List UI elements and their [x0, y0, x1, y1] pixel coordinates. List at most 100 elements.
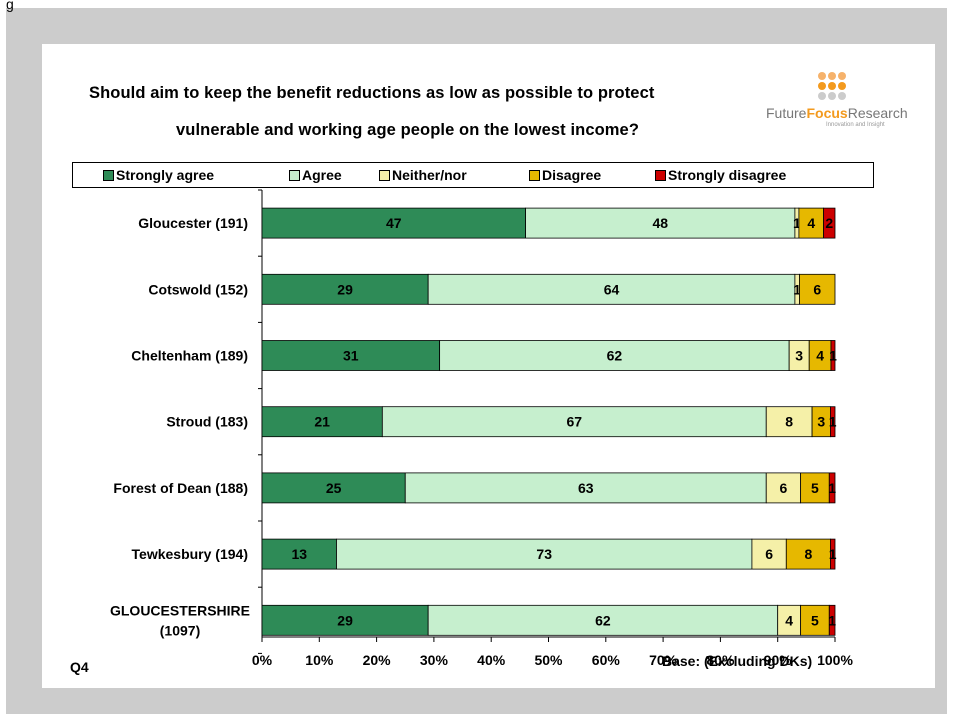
- logo-name-part-3: Research: [847, 105, 908, 121]
- bar-segment: [525, 207, 796, 239]
- bar-segment: [765, 472, 802, 504]
- question-label: Q4: [70, 659, 89, 675]
- x-tick-label: 50%: [534, 652, 563, 668]
- data-label: 6: [765, 546, 773, 562]
- legend-label: Neither/nor: [392, 167, 467, 183]
- category-label: Gloucester (191): [138, 215, 248, 231]
- legend-swatch: [289, 169, 300, 181]
- bar-segment: [828, 604, 836, 636]
- legend-item: Disagree: [529, 167, 655, 183]
- bar-segment: [261, 207, 526, 239]
- data-label: 73: [536, 546, 552, 562]
- data-label: 1: [828, 612, 836, 628]
- logo-dot: [818, 92, 826, 100]
- logo-dot: [818, 72, 826, 80]
- x-tick-label: 0%: [252, 652, 273, 668]
- data-label: 8: [785, 414, 793, 430]
- bar-segment: [261, 273, 429, 305]
- category-label: (1097): [160, 622, 200, 638]
- legend-label: Strongly agree: [116, 167, 215, 183]
- logo-name-part-2: Focus: [806, 105, 848, 121]
- logo-dot: [818, 82, 826, 90]
- legend-label: Agree: [302, 167, 342, 183]
- data-label: 1: [829, 546, 837, 562]
- bar-segment: [261, 406, 383, 438]
- bar-segment: [830, 340, 836, 371]
- bar-segment: [798, 207, 824, 239]
- data-label: 6: [780, 480, 788, 496]
- legend-label: Disagree: [542, 167, 602, 183]
- bar-segment: [261, 472, 406, 504]
- legend-item: Neither/nor: [379, 167, 529, 183]
- bar-segment: [381, 406, 767, 438]
- chart-legend: Strongly agree Agree Neither/nor Disagree St…: [72, 162, 874, 188]
- logo-dot: [828, 92, 836, 100]
- data-label: 29: [337, 281, 353, 297]
- bar-segment: [830, 406, 836, 438]
- category-label: GLOUCESTERSHIRE: [110, 602, 250, 618]
- logo-dot: [838, 82, 846, 90]
- logo-dot: [828, 82, 836, 90]
- bar-segment: [830, 538, 836, 570]
- data-label: 21: [314, 414, 330, 430]
- data-label: 64: [604, 281, 620, 297]
- data-label: 67: [566, 414, 582, 430]
- bar-segment: [800, 472, 830, 504]
- bar-segment: [828, 472, 836, 504]
- category-label: Stroud (183): [166, 414, 248, 430]
- legend-item: Agree: [289, 167, 379, 183]
- category-label: Cheltenham (189): [131, 348, 248, 364]
- legend-item: Strongly disagree: [655, 167, 825, 183]
- data-label: 47: [386, 215, 402, 231]
- logo-dot: [838, 92, 846, 100]
- x-tick-label: 100%: [817, 652, 853, 668]
- data-label: 2: [825, 215, 833, 231]
- legend-item: Strongly agree: [73, 167, 289, 183]
- data-label: 5: [811, 612, 819, 628]
- chart-title-line-2: vulnerable and working age people on the…: [176, 121, 639, 139]
- data-label: 1: [793, 281, 801, 297]
- category-label: Forest of Dean (188): [113, 480, 248, 496]
- page-corner-text: g: [6, 0, 14, 12]
- data-label: 1: [828, 480, 836, 496]
- data-label: 3: [817, 414, 825, 430]
- chart-slide: Should aim to keep the benefit reduction…: [42, 44, 935, 688]
- data-label: 3: [795, 348, 803, 364]
- legend-swatch: [529, 169, 540, 181]
- bar-segment: [785, 538, 831, 570]
- bar-segment: [336, 538, 753, 570]
- x-tick-label: 80%: [706, 652, 735, 668]
- bar-segment: [261, 604, 429, 636]
- bar-segment: [404, 472, 767, 504]
- legend-label: Strongly disagree: [668, 167, 787, 183]
- x-tick-label: 30%: [420, 652, 449, 668]
- legend-swatch: [655, 169, 666, 181]
- x-tick-label: 10%: [305, 652, 334, 668]
- bar-segment: [823, 207, 836, 239]
- legend-swatch: [379, 169, 390, 181]
- data-label: 4: [807, 215, 815, 231]
- data-label: 31: [343, 348, 359, 364]
- logo-tagline: Innovation and Insight: [826, 122, 885, 128]
- bar-chart: 0% 10% 20% 30% 40% 50% 60% 70% 80% 90% 100% Glouces…: [110, 189, 853, 668]
- logo-dots-icon: [818, 72, 846, 100]
- category-label: Tewkesbury (194): [132, 546, 248, 562]
- logo-dot: [838, 72, 846, 80]
- data-label: 4: [785, 612, 793, 628]
- bar-segment: [427, 273, 796, 305]
- data-label: 25: [326, 480, 342, 496]
- chart-title-line-1: Should aim to keep the benefit reduction…: [89, 84, 655, 102]
- data-label: 8: [804, 546, 812, 562]
- x-tick-label: 40%: [477, 652, 506, 668]
- logo-name-part-1: Future: [766, 105, 807, 121]
- data-label: 63: [578, 480, 594, 496]
- base-note: Base: (Excluding DKs): [662, 653, 813, 669]
- x-tick-label: 20%: [363, 652, 392, 668]
- data-label: 5: [811, 480, 819, 496]
- data-label: 1: [829, 414, 837, 430]
- bar-segment: [261, 538, 337, 570]
- x-tick-label: 60%: [592, 652, 621, 668]
- logo-text: FutureFocusResearch: [766, 105, 908, 121]
- data-label: 62: [595, 612, 611, 628]
- data-label: 62: [607, 348, 623, 364]
